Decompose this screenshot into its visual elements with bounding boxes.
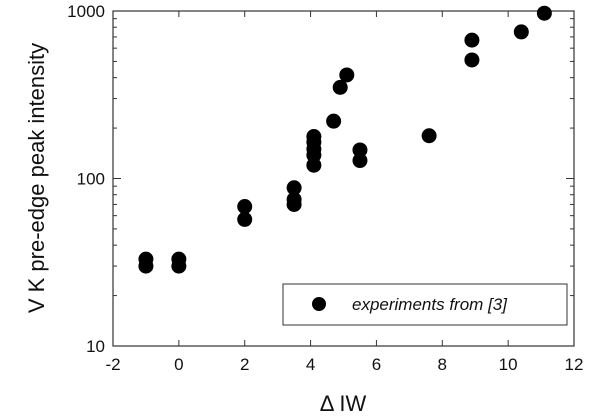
data-point bbox=[536, 5, 552, 21]
x-tick-label: 4 bbox=[306, 355, 315, 374]
x-tick-label: 2 bbox=[240, 355, 249, 374]
data-point bbox=[138, 258, 154, 274]
legend: experiments from [3] bbox=[282, 283, 568, 326]
data-point bbox=[286, 180, 302, 196]
legend-marker bbox=[312, 297, 326, 311]
data-point bbox=[352, 142, 368, 158]
y-tick-label: 100 bbox=[77, 170, 105, 189]
x-tick-label: 8 bbox=[438, 355, 447, 374]
data-point bbox=[332, 79, 348, 95]
data-point bbox=[421, 128, 437, 144]
y-tick-label: 1000 bbox=[67, 2, 105, 21]
y-tick-label: 10 bbox=[86, 337, 105, 356]
data-point bbox=[352, 153, 368, 169]
data-point bbox=[339, 67, 355, 83]
x-tick-label: 10 bbox=[499, 355, 518, 374]
y-axis-title: V K pre-edge peak intensity bbox=[24, 43, 49, 313]
data-point bbox=[513, 24, 529, 40]
x-tick-label: 0 bbox=[174, 355, 183, 374]
x-tick-label: 12 bbox=[565, 355, 584, 374]
data-point bbox=[237, 199, 253, 215]
data-point bbox=[306, 157, 322, 173]
y-axis: 10 100 1000 bbox=[67, 2, 574, 356]
data-point bbox=[171, 258, 187, 274]
x-tick-label: 6 bbox=[372, 355, 381, 374]
legend-label: experiments from [3] bbox=[352, 295, 508, 314]
data-point bbox=[286, 196, 302, 212]
data-point bbox=[464, 32, 480, 48]
data-point bbox=[464, 52, 480, 68]
data-point bbox=[237, 211, 253, 227]
data-point bbox=[326, 113, 342, 129]
x-axis: -2 0 2 4 6 8 10 12 bbox=[105, 11, 583, 374]
x-axis-title: Δ IW bbox=[320, 391, 367, 416]
x-tick-label: -2 bbox=[105, 355, 120, 374]
data-points bbox=[138, 5, 552, 274]
legend-box bbox=[282, 283, 568, 326]
